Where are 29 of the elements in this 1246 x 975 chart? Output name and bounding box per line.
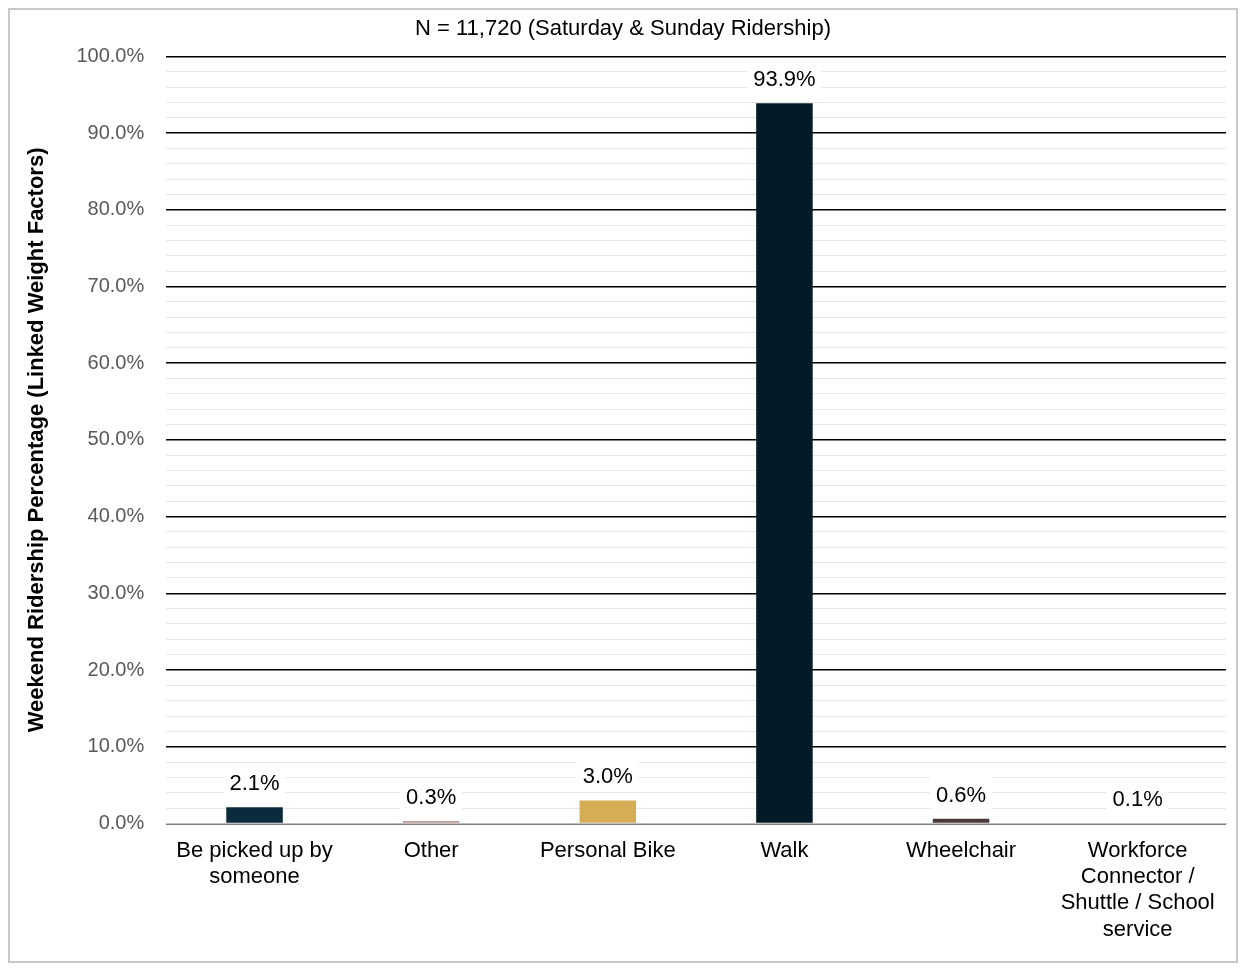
y-axis-title: Weekend Ridership Percentage (Linked Weight Factors) bbox=[23, 147, 49, 733]
y-tick-label: 40.0% bbox=[87, 504, 145, 527]
y-tick-label: 50.0% bbox=[87, 427, 145, 450]
x-tick-label: Workforce Connector / Shuttle / School service bbox=[1060, 836, 1215, 941]
y-tick-label: 90.0% bbox=[87, 120, 145, 143]
x-tick-label: Other bbox=[403, 836, 459, 862]
y-tick-label: 100.0% bbox=[76, 43, 145, 66]
data-label: 3.0% bbox=[582, 763, 633, 789]
data-label: 0.3% bbox=[406, 784, 457, 810]
y-tick-label: 20.0% bbox=[87, 657, 145, 680]
y-tick-label: 70.0% bbox=[87, 274, 145, 297]
bar bbox=[579, 800, 637, 823]
y-tick-label: 60.0% bbox=[87, 350, 145, 373]
bar bbox=[226, 807, 283, 823]
bar bbox=[932, 818, 990, 823]
x-tick-label: Be picked up by someone bbox=[176, 836, 333, 889]
bar bbox=[756, 103, 813, 823]
data-label: 93.9% bbox=[753, 66, 816, 92]
chart-title: N = 11,720 (Saturday & Sunday Ridership) bbox=[415, 15, 831, 41]
data-label: 0.1% bbox=[1112, 785, 1163, 811]
x-tick-label: Wheelchair bbox=[906, 836, 1017, 862]
y-tick-label: 0.0% bbox=[98, 810, 145, 833]
data-label: 0.6% bbox=[935, 781, 987, 807]
x-tick-label: Walk bbox=[760, 836, 810, 862]
x-tick-label: Personal Bike bbox=[539, 836, 676, 862]
data-label: 2.1% bbox=[229, 770, 280, 796]
y-tick-label: 80.0% bbox=[87, 197, 145, 220]
y-tick-label: 10.0% bbox=[87, 734, 145, 757]
y-tick-label: 30.0% bbox=[87, 580, 145, 603]
